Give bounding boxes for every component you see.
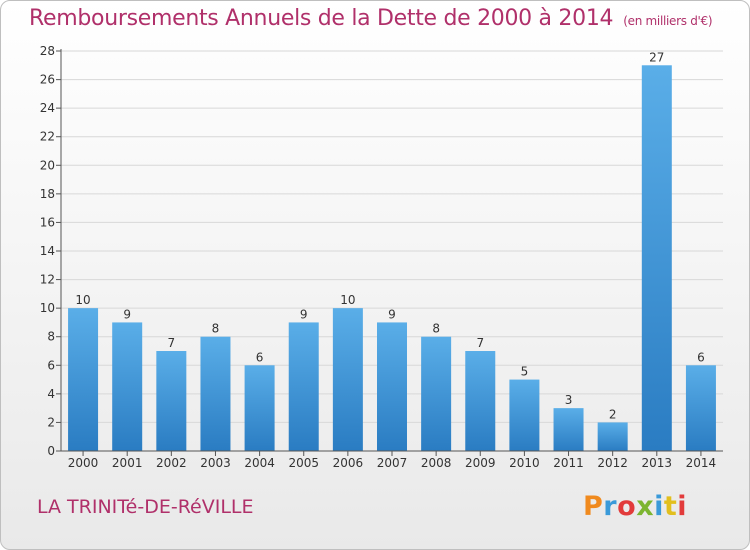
commune-name: LA TRINITé-DE-RéVILLE <box>37 496 254 518</box>
x-tick-label: 2000 <box>68 456 99 470</box>
data-label: 9 <box>388 307 396 321</box>
data-label: 10 <box>340 293 355 307</box>
y-tick-label: 28 <box>40 44 55 58</box>
data-label: 10 <box>75 293 90 307</box>
x-tick-label: 2001 <box>112 456 143 470</box>
y-tick-label: 26 <box>40 73 55 87</box>
x-tick-label: 2003 <box>200 456 231 470</box>
bar <box>597 422 628 451</box>
bar <box>465 351 496 451</box>
data-label: 8 <box>432 322 440 336</box>
logo-letter: i <box>677 491 688 522</box>
y-tick-label: 24 <box>40 101 55 115</box>
x-tick-label: 2004 <box>244 456 275 470</box>
x-tick-label: 2013 <box>642 456 673 470</box>
data-label: 5 <box>521 365 529 379</box>
unit-label: (en milliers d'€) <box>623 14 713 28</box>
bar <box>553 408 584 451</box>
y-tick-label: 18 <box>40 187 55 201</box>
y-tick-label: 6 <box>47 358 55 372</box>
bar <box>421 336 452 451</box>
x-tick-label: 2006 <box>333 456 364 470</box>
bar <box>288 322 319 451</box>
proxiti-logo: Proxiti <box>583 491 687 522</box>
y-tick-label: 4 <box>47 387 55 401</box>
x-tick-label: 2008 <box>421 456 452 470</box>
y-tick-label: 8 <box>47 330 55 344</box>
y-tick-label: 10 <box>40 301 55 315</box>
y-tick-label: 12 <box>40 273 55 287</box>
x-tick-label: 2007 <box>377 456 408 470</box>
bar <box>377 322 407 451</box>
x-tick-label: 2012 <box>597 456 628 470</box>
x-tick-label: 2005 <box>288 456 319 470</box>
bar <box>68 308 99 451</box>
bar <box>200 336 231 451</box>
data-label: 6 <box>697 350 705 364</box>
x-tick-label: 2009 <box>465 456 496 470</box>
logo-letter: x <box>636 491 655 522</box>
bar <box>112 322 143 451</box>
title-text: Remboursements Annuels de la Dette de 20… <box>29 6 614 31</box>
data-label: 8 <box>212 322 220 336</box>
bar <box>244 365 275 451</box>
logo-letter: P <box>583 491 604 522</box>
data-label: 3 <box>565 393 573 407</box>
logo-letter: r <box>603 491 618 522</box>
data-label: 9 <box>123 307 131 321</box>
y-tick-label: 16 <box>40 215 55 229</box>
logo-letter: i <box>654 491 664 522</box>
x-tick-label: 2014 <box>686 456 717 470</box>
logo-letter: o <box>617 491 637 522</box>
data-label: 7 <box>476 336 484 350</box>
bars: 10 9 7 8 6 9 10 9 8 7 5 3 2 27 6 <box>68 50 716 452</box>
bar <box>641 65 672 452</box>
bar <box>332 308 363 451</box>
chart-title: Remboursements Annuels de la Dette de 20… <box>29 6 713 31</box>
x-tick-label: 2002 <box>156 456 187 470</box>
y-tick-label: 2 <box>47 415 55 429</box>
data-label: 7 <box>168 336 176 350</box>
x-tick-label: 2010 <box>509 456 540 470</box>
y-tick-label: 14 <box>40 244 55 258</box>
data-label: 9 <box>300 307 308 321</box>
data-label: 2 <box>609 407 617 421</box>
logo-letter: t <box>663 491 678 522</box>
bar <box>509 379 540 451</box>
x-tick-label: 2011 <box>553 456 584 470</box>
y-tick-label: 0 <box>47 444 55 458</box>
bar <box>156 351 187 451</box>
y-tick-label: 22 <box>40 130 55 144</box>
data-label: 6 <box>256 350 264 364</box>
bar <box>685 365 716 451</box>
y-tick-label: 20 <box>40 158 55 172</box>
data-label: 27 <box>649 50 664 64</box>
